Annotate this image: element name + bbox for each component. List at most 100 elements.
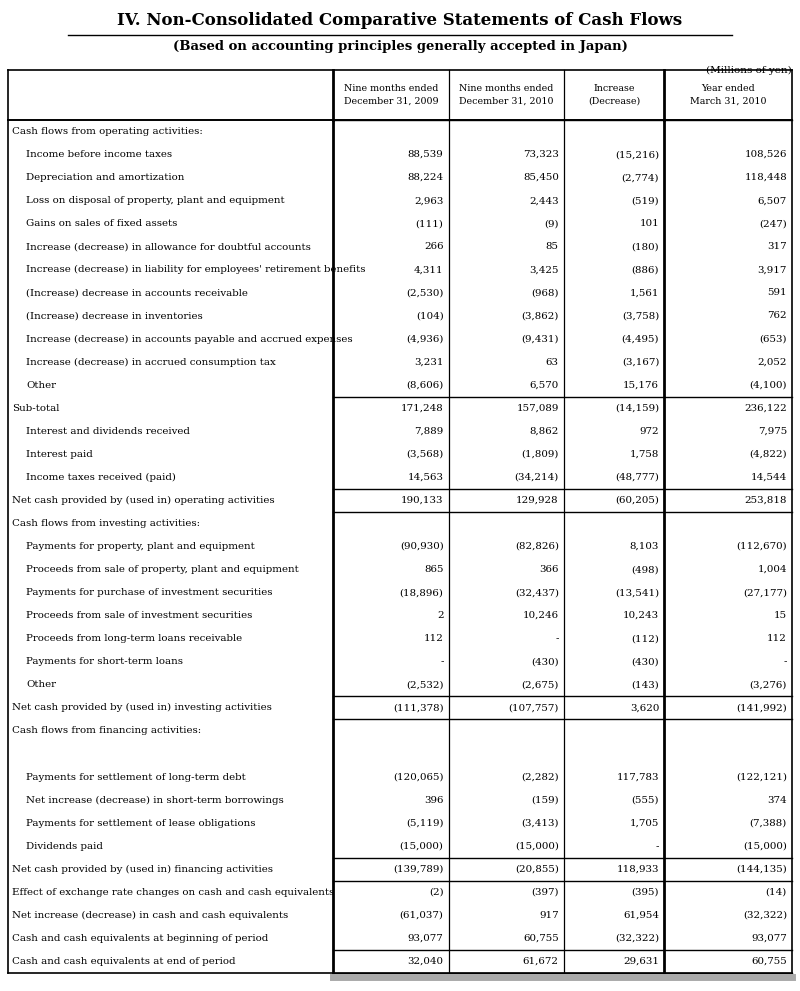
Text: (3,167): (3,167) [622,358,659,367]
Text: 1,004: 1,004 [758,565,787,574]
Text: Nine months ended
December 31, 2009: Nine months ended December 31, 2009 [344,84,438,106]
Text: Other: Other [26,681,56,690]
Text: Year ended
March 31, 2010: Year ended March 31, 2010 [690,84,766,106]
Text: Gains on sales of fixed assets: Gains on sales of fixed assets [26,219,178,228]
Text: (430): (430) [631,657,659,666]
Text: Cash flows from operating activities:: Cash flows from operating activities: [12,127,203,136]
Text: Depreciation and amortization: Depreciation and amortization [26,173,184,182]
Text: 917: 917 [539,911,559,920]
Text: Increase (decrease) in allowance for doubtful accounts: Increase (decrease) in allowance for dou… [26,242,311,252]
Text: Increase (decrease) in accounts payable and accrued expenses: Increase (decrease) in accounts payable … [26,334,353,344]
Text: 61,672: 61,672 [523,957,559,966]
Text: 108,526: 108,526 [745,150,787,160]
Text: (1,809): (1,809) [522,450,559,459]
Text: Cash and cash equivalents at end of period: Cash and cash equivalents at end of peri… [12,957,235,966]
Text: Net cash provided by (used in) investing activities: Net cash provided by (used in) investing… [12,704,272,713]
Text: -: - [656,841,659,850]
Text: 1,705: 1,705 [630,819,659,827]
Text: (Based on accounting principles generally accepted in Japan): (Based on accounting principles generall… [173,40,627,53]
Text: (159): (159) [531,796,559,805]
Text: (886): (886) [632,266,659,275]
Text: (519): (519) [631,196,659,205]
Text: Income before income taxes: Income before income taxes [26,150,172,160]
Text: -: - [440,657,444,666]
Text: 29,631: 29,631 [623,957,659,966]
Text: (9): (9) [544,219,559,228]
Text: 88,539: 88,539 [408,150,444,160]
Text: (48,777): (48,777) [615,473,659,482]
Text: Other: Other [26,381,56,389]
Text: 85: 85 [546,242,559,252]
Text: 317: 317 [767,242,787,252]
Text: (139,789): (139,789) [394,865,444,874]
Text: 236,122: 236,122 [744,403,787,412]
Text: (15,000): (15,000) [515,841,559,850]
Text: (2,532): (2,532) [406,681,444,690]
Text: Income taxes received (paid): Income taxes received (paid) [26,473,176,482]
Text: Loss on disposal of property, plant and equipment: Loss on disposal of property, plant and … [26,196,285,205]
Text: (3,276): (3,276) [750,681,787,690]
Text: (143): (143) [631,681,659,690]
Text: 32,040: 32,040 [408,957,444,966]
Text: 374: 374 [767,796,787,805]
Text: 3,231: 3,231 [414,358,444,367]
Text: (13,541): (13,541) [615,588,659,598]
Text: 14,544: 14,544 [750,473,787,482]
Text: 366: 366 [539,565,559,574]
Text: 118,933: 118,933 [617,865,659,874]
Text: (2,675): (2,675) [522,681,559,690]
Text: (653): (653) [759,335,787,344]
Text: (2,774): (2,774) [622,173,659,182]
Text: Sub-total: Sub-total [12,403,59,412]
Text: (111,378): (111,378) [393,704,444,713]
Text: 14,563: 14,563 [408,473,444,482]
Text: 118,448: 118,448 [744,173,787,182]
Text: (8,606): (8,606) [406,381,444,389]
Text: (32,322): (32,322) [615,934,659,942]
Text: (498): (498) [631,565,659,574]
Text: Payments for purchase of investment securities: Payments for purchase of investment secu… [26,588,273,598]
Text: 1,561: 1,561 [630,288,659,297]
Text: (14): (14) [766,888,787,897]
Text: (27,177): (27,177) [743,588,787,598]
Text: 266: 266 [424,242,444,252]
Text: Net cash provided by (used in) financing activities: Net cash provided by (used in) financing… [12,865,273,874]
Text: Net increase (decrease) in short-term borrowings: Net increase (decrease) in short-term bo… [26,796,284,805]
Text: (2,530): (2,530) [406,288,444,297]
Text: 1,758: 1,758 [630,450,659,459]
Text: (107,757): (107,757) [509,704,559,713]
Text: Effect of exchange rate changes on cash and cash equivalents: Effect of exchange rate changes on cash … [12,888,334,897]
Text: (14,159): (14,159) [615,403,659,412]
Text: (104): (104) [416,311,444,320]
Text: (397): (397) [531,888,559,897]
Text: 93,077: 93,077 [408,934,444,942]
Text: (180): (180) [631,242,659,252]
Text: (60,205): (60,205) [615,496,659,504]
Text: 190,133: 190,133 [401,496,444,504]
Text: (20,855): (20,855) [515,865,559,874]
Text: 85,450: 85,450 [523,173,559,182]
Text: (90,930): (90,930) [400,542,444,551]
Text: 15: 15 [774,611,787,620]
Text: Interest and dividends received: Interest and dividends received [26,427,190,436]
Text: Cash and cash equivalents at beginning of period: Cash and cash equivalents at beginning o… [12,934,268,942]
Text: (120,065): (120,065) [393,773,444,782]
Text: (15,216): (15,216) [615,150,659,160]
Text: (Millions of yen): (Millions of yen) [706,66,792,75]
Text: 865: 865 [424,565,444,574]
Text: (112,670): (112,670) [736,542,787,551]
Text: 253,818: 253,818 [745,496,787,504]
Text: (247): (247) [759,219,787,228]
Text: (34,214): (34,214) [514,473,559,482]
Text: Interest paid: Interest paid [26,450,93,459]
Text: (144,135): (144,135) [736,865,787,874]
Text: Net cash provided by (used in) operating activities: Net cash provided by (used in) operating… [12,496,274,505]
Text: Nine months ended
December 31, 2010: Nine months ended December 31, 2010 [459,84,554,106]
Text: 762: 762 [767,311,787,320]
Text: 591: 591 [767,288,787,297]
Text: (2,282): (2,282) [522,773,559,782]
Text: Proceeds from sale of investment securities: Proceeds from sale of investment securit… [26,611,252,620]
Text: Payments for settlement of long-term debt: Payments for settlement of long-term deb… [26,773,246,782]
Text: -: - [783,657,787,666]
Text: 972: 972 [639,427,659,436]
